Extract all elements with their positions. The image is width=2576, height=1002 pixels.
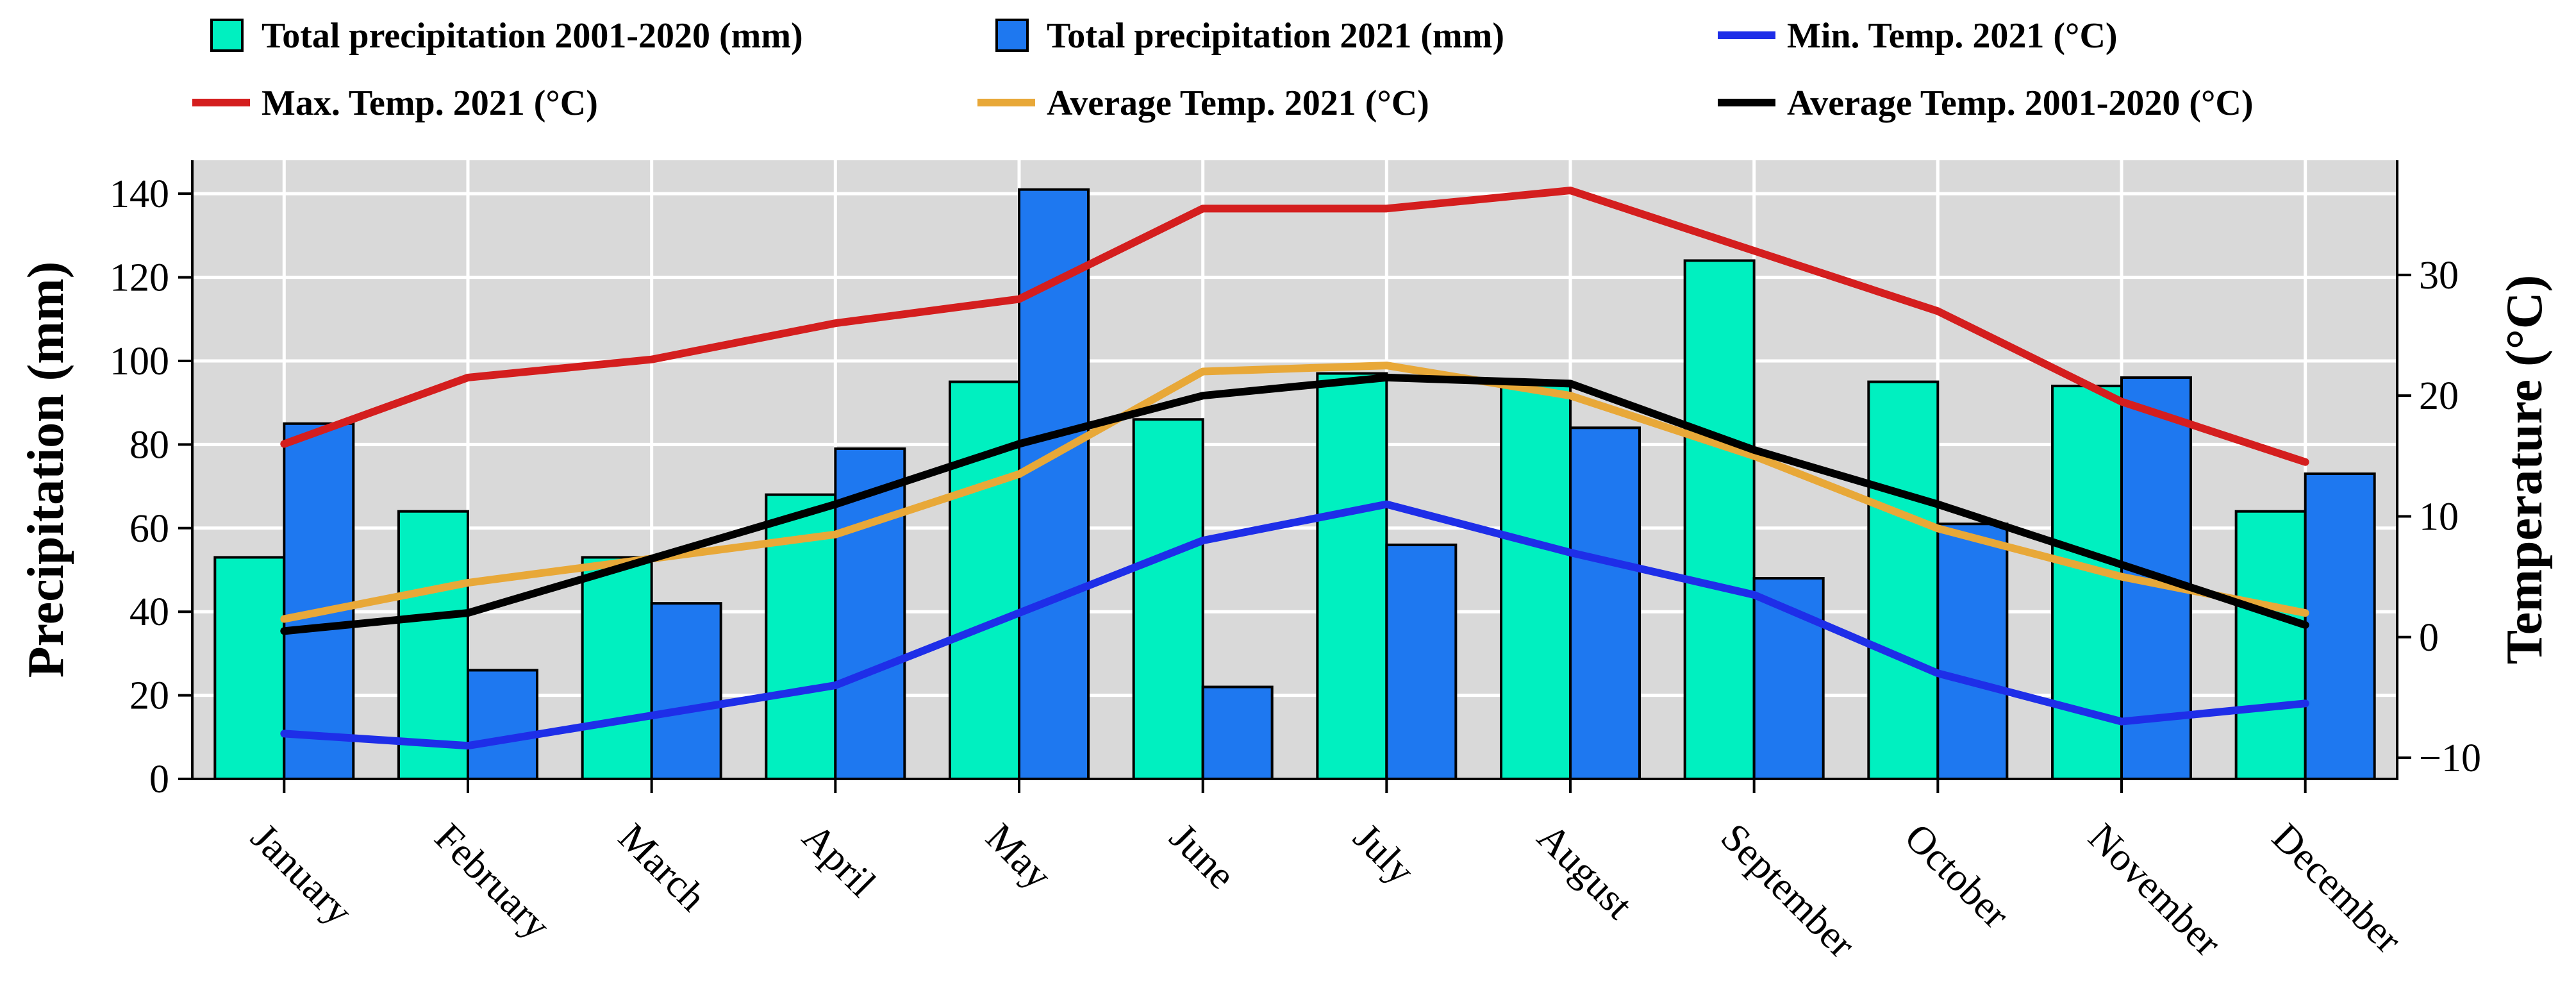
legend-label-total-precipitation-2001-2020-mm: Total precipitation 2001-2020 (mm) [262, 16, 803, 56]
legend-label-average-temp-2021-c: Average Temp. 2021 (°C) [1047, 83, 1429, 123]
bar-total-precipitation-2001-2020-mm-december [2234, 510, 2307, 780]
bar-total-precipitation-2001-2020-mm-october [1867, 380, 1940, 780]
line-average-temp-2021-c [280, 362, 2309, 623]
bar-total-precipitation-2021-mm-february [467, 669, 538, 781]
y-tick-label: 20 [129, 674, 169, 718]
bar-total-precipitation-2001-2020-mm-september [1683, 259, 1756, 780]
y2-tick-label: −10 [2419, 737, 2481, 780]
legend-swatch-total-precipitation-2021-mm [995, 19, 1029, 52]
bar-total-precipitation-2021-mm-december [2304, 472, 2376, 780]
y-tick-label: 120 [110, 256, 169, 300]
bar-total-precipitation-2001-2020-mm-march [581, 556, 653, 780]
bar-total-precipitation-2001-2020-mm-february [397, 510, 469, 780]
legend-label-min-temp-2021-c: Min. Temp. 2021 (°C) [1787, 16, 2118, 56]
y2-tick-label: 0 [2419, 616, 2439, 660]
legend-label-total-precipitation-2021-mm: Total precipitation 2021 (mm) [1047, 16, 1504, 56]
y-axis-title: Precipitation (mm) [18, 262, 74, 678]
plot-area [192, 160, 2397, 779]
bar-total-precipitation-2001-2020-mm-july [1316, 372, 1388, 780]
bar-total-precipitation-2001-2020-mm-january [213, 556, 286, 780]
y2-tick-label: 20 [2419, 374, 2459, 418]
bar-total-precipitation-2021-mm-august [1569, 426, 1641, 780]
legend-label-max-temp-2021-c: Max. Temp. 2021 (°C) [262, 83, 598, 123]
y2-tick-label: 30 [2419, 254, 2459, 297]
bar-total-precipitation-2021-mm-july [1385, 543, 1458, 780]
x-tick-label-october: October [1896, 815, 2018, 937]
line-max-temp-2021-c [280, 187, 2309, 466]
y-tick-label: 0 [149, 758, 169, 801]
temperature-lines [280, 187, 2309, 750]
y-tick-label: 40 [129, 590, 169, 634]
x-tick-label-december: December [2264, 815, 2410, 962]
x-tick-label-february: February [426, 815, 558, 948]
legend-label-average-temp-2001-2020-c: Average Temp. 2001-2020 (°C) [1787, 83, 2253, 123]
x-tick-label-september: September [1713, 815, 1864, 967]
x-tick-label-june: June [1161, 815, 1243, 898]
x-tick-label-april: April [794, 815, 884, 906]
bar-total-precipitation-2001-2020-mm-august [1500, 380, 1572, 780]
x-tick-label-august: August [1529, 815, 1641, 928]
bar-total-precipitation-2021-mm-october [1936, 522, 2009, 780]
bar-series [213, 188, 2376, 781]
bar-total-precipitation-2021-mm-june [1201, 685, 1274, 781]
x-tick-label-november: November [2080, 815, 2229, 965]
y-tick-label: 100 [110, 340, 169, 383]
legend-swatch-total-precipitation-2001-2020-mm [210, 19, 244, 52]
x-tick-label-march: March [610, 815, 715, 920]
y-tick-label: 60 [129, 507, 169, 551]
bar-total-precipitation-2021-mm-january [283, 422, 355, 780]
y-tick-label: 140 [110, 172, 169, 216]
line-average-temp-2001-2020-c [280, 373, 2309, 635]
bar-total-precipitation-2001-2020-mm-june [1132, 418, 1204, 780]
line-min-temp-2021-c [280, 500, 2309, 750]
x-tick-label-may: May [977, 815, 1059, 898]
bar-total-precipitation-2001-2020-mm-may [949, 380, 1020, 780]
y-tick-label: 80 [129, 423, 169, 467]
y2-tick-label: 10 [2419, 495, 2459, 539]
x-tick-label-july: July [1345, 815, 1422, 893]
y2-axis-title: Temperature (°C) [2497, 275, 2553, 664]
x-tick-label-january: January [242, 815, 360, 933]
bar-total-precipitation-2021-mm-march [650, 602, 722, 780]
legend: Total precipitation 2001-2020 (mm) Total … [192, 16, 2253, 123]
